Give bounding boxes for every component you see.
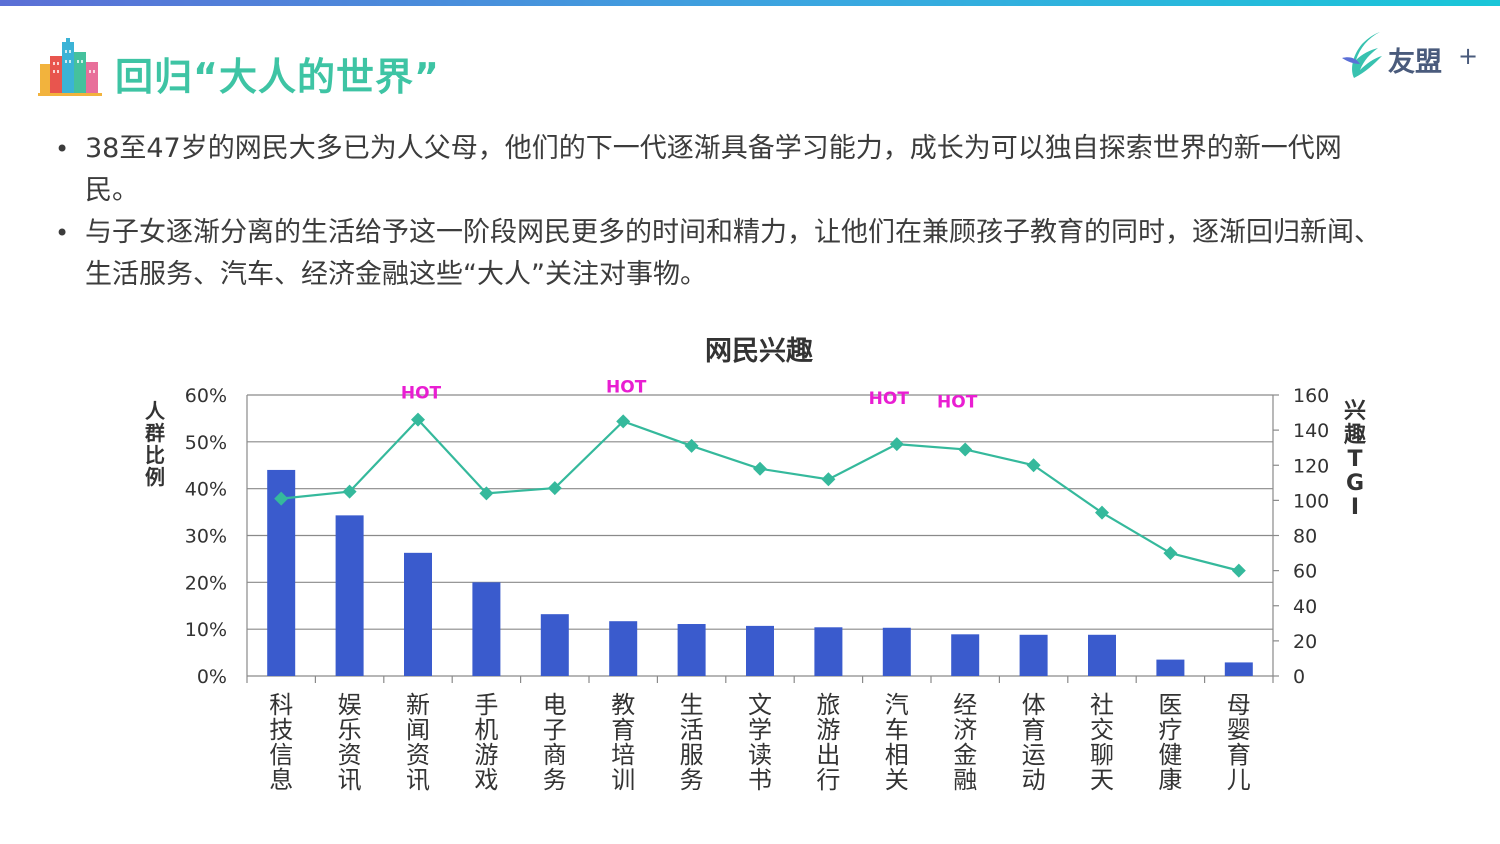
- tgi-point: [821, 472, 836, 487]
- y-left-tick-label: 10%: [185, 619, 227, 641]
- bar: [609, 621, 638, 676]
- tgi-point: [479, 486, 494, 501]
- y-right-tick-label: 160: [1293, 385, 1329, 407]
- y-right-axis-label-char: G: [1346, 471, 1364, 496]
- y-right-tick-label: 0: [1293, 666, 1305, 688]
- y-left-tick-label: 0%: [197, 666, 227, 688]
- chart-title: 网民兴趣: [705, 336, 813, 367]
- tgi-point: [1231, 563, 1246, 578]
- interest-chart: 网民兴趣 0% 10% 20% 30% 40% 50% 60% 0 20 40 60 80 100 120 1…: [144, 336, 1366, 794]
- hot-label: HOT: [937, 392, 978, 412]
- bar: [1019, 634, 1048, 676]
- y-right-tick-label: 100: [1293, 490, 1329, 512]
- x-category-label: 医疗健康: [1158, 691, 1182, 794]
- x-category-label: 母婴育儿: [1227, 691, 1251, 794]
- tgi-point: [1163, 546, 1178, 561]
- y-right-tick-label: 140: [1293, 420, 1329, 442]
- tgi-point: [274, 491, 289, 506]
- tgi-point: [1026, 458, 1041, 473]
- y-right-tick-label: 40: [1293, 596, 1317, 618]
- y-right-axis-label-char: 趣: [1343, 422, 1366, 448]
- bullet-list: • 38至47岁的网民大多已为人父母，他们的下一代逐渐具备学习能力，成长为可以独…: [55, 128, 1395, 296]
- x-category-label: 社交聊天: [1090, 691, 1114, 794]
- bar: [540, 614, 569, 676]
- y-right-axis-label-char: I: [1351, 495, 1359, 520]
- x-category-label: 旅游出行: [816, 691, 840, 794]
- bar: [404, 552, 432, 676]
- tgi-point: [889, 437, 904, 452]
- bird-icon: [1342, 32, 1382, 78]
- y-left-axis-label-char: 例: [145, 465, 165, 489]
- y-left-axis-label-char: 群: [144, 421, 165, 445]
- page-title: 回归“大人的世界”: [115, 55, 440, 99]
- y-right-tick-label: 60: [1293, 561, 1317, 583]
- x-category-label: 电子商务: [543, 691, 567, 794]
- brand-plus: +: [1458, 42, 1479, 70]
- bar: [882, 627, 911, 676]
- bullet-text: 38至47岁的网民大多已为人父母，他们的下一代逐渐具备学习能力，成长为可以独自探…: [85, 133, 1342, 206]
- bar: [472, 582, 501, 676]
- tgi-point: [1095, 505, 1109, 520]
- y-right-tick-label: 80: [1293, 526, 1317, 548]
- y-left-tick-label: 40%: [185, 479, 227, 501]
- bar: [1224, 662, 1253, 676]
- bullet-item: • 38至47岁的网民大多已为人父母，他们的下一代逐渐具备学习能力，成长为可以独…: [55, 128, 1395, 212]
- tgi-point: [342, 484, 357, 499]
- tgi-point: [616, 414, 631, 429]
- x-category-label: 文学读书: [748, 691, 772, 794]
- y-right-tick-label: 120: [1293, 455, 1329, 477]
- y-left-tick-label: 60%: [185, 385, 227, 407]
- hot-label: HOT: [869, 389, 910, 409]
- tgi-point: [411, 412, 425, 427]
- y-left-tick-label: 50%: [185, 432, 227, 454]
- bar: [335, 515, 364, 676]
- y-left-axis-label-char: 人: [145, 399, 166, 423]
- hot-label: HOT: [606, 377, 647, 397]
- hot-label: HOT: [401, 384, 442, 404]
- y-right-tick-label: 20: [1293, 631, 1317, 653]
- tgi-point: [684, 438, 699, 453]
- x-category-label: 娱乐资讯: [338, 691, 362, 794]
- x-category-label: 科技信息: [269, 691, 293, 794]
- bar: [814, 627, 843, 676]
- x-category-label: 生活服务: [680, 691, 704, 794]
- bar: [1156, 659, 1185, 676]
- bar: [746, 625, 774, 676]
- brand-logo: 友盟 +: [1340, 30, 1480, 82]
- y-left-tick-label: 20%: [185, 572, 227, 594]
- y-right-axis-label-char: 兴: [1344, 399, 1366, 424]
- top-accent-bar: [0, 0, 1500, 6]
- tgi-point: [958, 442, 973, 457]
- y-right-axis-label-char: T: [1347, 447, 1362, 472]
- brand-name: 友盟: [1388, 47, 1442, 78]
- x-category-label: 手机游戏: [474, 691, 498, 794]
- tgi-point: [753, 461, 767, 476]
- bar: [951, 634, 980, 676]
- y-left-axis-label-char: 比: [145, 443, 165, 467]
- x-category-label: 经济金融: [953, 691, 977, 794]
- bullet-marker: •: [55, 135, 70, 163]
- x-category-label: 汽车相关: [885, 691, 909, 794]
- bullet-text: 与子女逐渐分离的生活给予这一阶段网民更多的时间和精力，让他们在兼顾孩子教育的同时…: [85, 217, 1381, 290]
- tgi-point: [547, 481, 562, 496]
- bullet-marker: •: [55, 219, 70, 247]
- x-category-label: 教育培训: [611, 691, 635, 794]
- city-buildings-icon: [38, 38, 102, 96]
- x-category-label: 新闻资讯: [406, 691, 430, 794]
- bar: [677, 624, 706, 676]
- y-left-tick-label: 30%: [185, 526, 227, 548]
- bullet-item: • 与子女逐渐分离的生活给予这一阶段网民更多的时间和精力，让他们在兼顾孩子教育的…: [55, 212, 1395, 296]
- x-category-label: 体育运动: [1022, 691, 1046, 794]
- bar: [1088, 634, 1116, 676]
